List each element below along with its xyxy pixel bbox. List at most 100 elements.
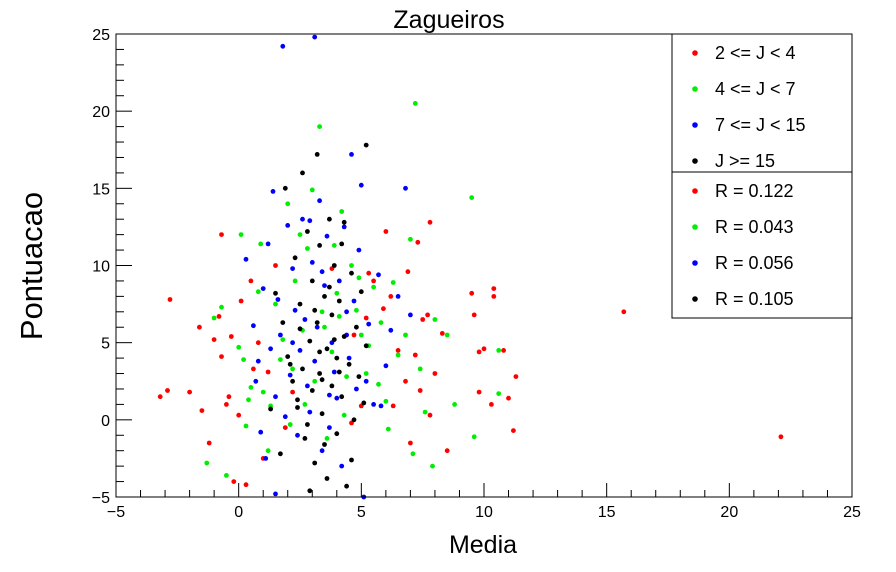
data-point-series-3 xyxy=(312,358,318,364)
data-point-series-4 xyxy=(329,312,335,318)
data-point-series-3 xyxy=(351,298,357,304)
legend-series-box xyxy=(671,33,853,181)
legend-correlation-label: R = 0.105 xyxy=(715,289,794,309)
data-point-series-2 xyxy=(317,124,322,129)
data-point-series-3 xyxy=(317,198,322,204)
data-point-series-4 xyxy=(314,152,320,157)
data-point-series-1 xyxy=(469,290,475,296)
data-point-series-3 xyxy=(356,247,362,253)
data-point-series-2 xyxy=(496,391,502,396)
data-point-series-1 xyxy=(211,337,217,342)
data-point-series-3 xyxy=(273,394,278,400)
data-point-series-2 xyxy=(243,423,249,429)
data-point-series-4 xyxy=(305,229,310,234)
data-point-series-3 xyxy=(287,372,293,378)
data-point-series-2 xyxy=(324,436,330,441)
data-point-series-4 xyxy=(354,324,359,330)
data-point-series-2 xyxy=(349,263,354,268)
data-point-series-2 xyxy=(297,232,303,238)
data-point-series-2 xyxy=(246,397,251,403)
legend-marker xyxy=(692,50,698,56)
data-point-series-3 xyxy=(334,395,340,401)
data-point-series-1 xyxy=(439,331,445,336)
data-point-series-4 xyxy=(341,334,347,339)
data-point-series-1 xyxy=(251,366,256,372)
data-point-series-4 xyxy=(290,378,295,384)
data-point-series-1 xyxy=(248,278,254,284)
data-point-series-1 xyxy=(476,349,482,355)
data-point-series-4 xyxy=(307,338,313,344)
data-point-series-2 xyxy=(280,337,286,342)
data-point-series-2 xyxy=(444,332,450,338)
data-point-series-4 xyxy=(305,422,310,427)
data-point-series-4 xyxy=(339,241,345,247)
data-point-series-3 xyxy=(346,355,352,361)
y-tick-label: −5 xyxy=(92,490,110,507)
data-point-series-1 xyxy=(243,482,249,488)
data-point-series-4 xyxy=(331,263,337,268)
data-point-series-3 xyxy=(307,409,313,415)
data-point-series-1 xyxy=(427,219,433,225)
data-point-series-4 xyxy=(324,346,330,352)
data-point-series-1 xyxy=(417,388,423,393)
data-point-series-4 xyxy=(331,337,337,342)
data-point-series-1 xyxy=(415,239,421,245)
data-point-series-1 xyxy=(405,269,411,275)
y-tick-label: 15 xyxy=(92,181,110,198)
data-point-series-3 xyxy=(339,463,345,469)
data-point-series-3 xyxy=(344,309,349,315)
data-point-series-3 xyxy=(292,307,298,313)
data-point-series-4 xyxy=(344,483,349,489)
data-point-series-4 xyxy=(302,436,308,441)
legend-marker xyxy=(692,86,698,92)
data-point-series-4 xyxy=(317,243,322,248)
data-point-series-2 xyxy=(236,344,242,350)
data-point-series-4 xyxy=(314,320,320,325)
data-point-series-2 xyxy=(331,243,337,248)
data-point-series-2 xyxy=(432,317,438,322)
data-point-series-1 xyxy=(432,371,438,376)
data-point-series-1 xyxy=(231,479,237,484)
data-point-series-3 xyxy=(273,491,278,497)
data-point-series-3 xyxy=(307,218,313,224)
y-tick-label: 20 xyxy=(92,104,110,121)
data-point-series-2 xyxy=(258,241,264,247)
data-point-series-2 xyxy=(273,301,278,307)
y-axis-label: Pontuacao xyxy=(14,192,49,340)
data-point-series-1 xyxy=(255,340,261,346)
data-point-series-3 xyxy=(300,216,305,222)
data-point-series-1 xyxy=(371,278,376,284)
data-point-series-3 xyxy=(263,456,269,461)
x-tick-label: 25 xyxy=(843,504,861,521)
data-point-series-4 xyxy=(341,219,347,225)
data-point-series-1 xyxy=(206,440,212,446)
data-point-series-4 xyxy=(322,294,327,299)
data-point-series-3 xyxy=(336,278,342,284)
data-point-series-2 xyxy=(383,398,389,404)
data-point-series-1 xyxy=(481,346,487,352)
legend-marker xyxy=(692,122,698,128)
data-point-series-3 xyxy=(403,185,408,191)
data-point-series-3 xyxy=(251,323,256,329)
data-point-series-1 xyxy=(290,389,295,395)
data-point-series-3 xyxy=(270,189,276,194)
data-point-series-1 xyxy=(363,315,369,321)
data-point-series-1 xyxy=(513,374,519,379)
data-point-series-4 xyxy=(282,185,288,191)
data-point-series-4 xyxy=(268,406,273,412)
data-point-series-1 xyxy=(395,348,401,353)
data-point-series-4 xyxy=(324,476,330,481)
data-point-series-4 xyxy=(287,361,293,367)
data-point-series-3 xyxy=(260,286,266,291)
data-point-series-1 xyxy=(381,306,386,312)
data-point-series-2 xyxy=(278,357,283,362)
data-point-series-3 xyxy=(383,363,389,369)
data-point-series-3 xyxy=(309,260,315,265)
data-point-series-1 xyxy=(403,378,408,384)
data-point-series-4 xyxy=(327,216,332,222)
data-point-series-3 xyxy=(327,425,332,430)
plot-area xyxy=(157,34,784,500)
data-point-series-2 xyxy=(238,232,244,238)
data-point-series-3 xyxy=(349,152,354,157)
data-point-series-1 xyxy=(506,395,511,401)
